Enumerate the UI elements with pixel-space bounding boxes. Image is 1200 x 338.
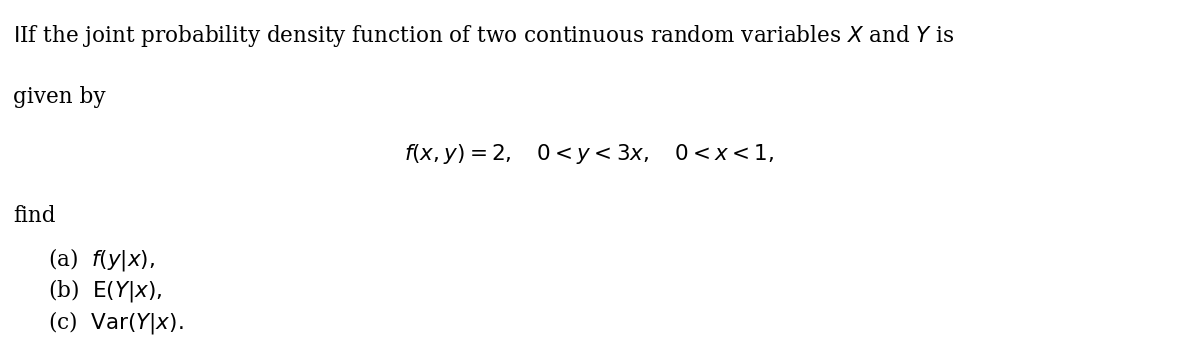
- Text: given by: given by: [13, 86, 106, 108]
- Text: (b)  $\mathrm{E}(Y|x),$: (b) $\mathrm{E}(Y|x),$: [48, 277, 163, 304]
- Text: (a)  $f(y|x),$: (a) $f(y|x),$: [48, 246, 156, 273]
- Text: $\mathsf{I}$If the joint probability density function of two continuous random v: $\mathsf{I}$If the joint probability den…: [13, 23, 955, 49]
- Text: find: find: [13, 205, 55, 227]
- Text: $f(x, y) = 2, \quad 0 < y < 3x, \quad 0 < x < 1,$: $f(x, y) = 2, \quad 0 < y < 3x, \quad 0 …: [404, 142, 774, 166]
- Text: (c)  $\mathrm{Var}(Y|x).$: (c) $\mathrm{Var}(Y|x).$: [48, 309, 184, 336]
